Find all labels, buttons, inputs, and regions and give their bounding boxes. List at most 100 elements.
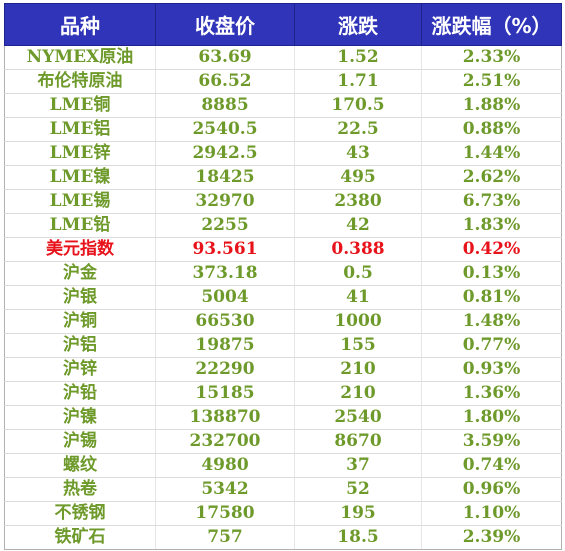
cell-close-price[interactable]: 373.18 (155, 261, 295, 286)
cell-change-pct[interactable]: 2.51% (421, 69, 562, 94)
cell-change-pct[interactable]: 0.77% (421, 333, 562, 358)
cell-product[interactable]: 螺纹 (4, 453, 156, 478)
cell-product[interactable]: 沪锌 (4, 357, 156, 382)
table-row: 不锈钢 17580 195 1.10% (4, 501, 562, 526)
cell-change-pct[interactable]: 0.81% (421, 285, 562, 310)
cell-close-price[interactable]: 15185 (155, 381, 295, 406)
cell-change-pct[interactable]: 1.48% (421, 309, 562, 334)
cell-product[interactable]: 沪镍 (4, 405, 156, 430)
cell-close-price[interactable]: 18425 (155, 165, 295, 190)
cell-change[interactable]: 22.5 (294, 117, 422, 142)
cell-close-price[interactable]: 17580 (155, 501, 295, 526)
cell-close-price[interactable]: 757 (155, 525, 295, 550)
cell-product[interactable]: LME镍 (4, 165, 156, 190)
cell-product[interactable]: 美元指数 (4, 237, 156, 262)
cell-close-price[interactable]: 5004 (155, 285, 295, 310)
cell-change[interactable]: 0.5 (294, 261, 422, 286)
table-row: 美元指数 93.561 0.388 0.42% (4, 237, 562, 262)
commodity-price-table: 品种 收盘价 涨跌 涨跌幅（%） NYMEX原油 63.69 1.52 2.33% 布伦… (4, 3, 562, 550)
cell-change[interactable]: 210 (294, 357, 422, 382)
table-row: LME铝 2540.5 22.5 0.88% (4, 117, 562, 142)
cell-change-pct[interactable]: 1.44% (421, 141, 562, 166)
cell-product[interactable]: 布伦特原油 (4, 69, 156, 94)
cell-change-pct[interactable]: 0.96% (421, 477, 562, 502)
cell-product[interactable]: LME铝 (4, 117, 156, 142)
cell-change[interactable]: 495 (294, 165, 422, 190)
cell-change[interactable]: 42 (294, 213, 422, 238)
cell-close-price[interactable]: 2942.5 (155, 141, 295, 166)
cell-change-pct[interactable]: 0.93% (421, 357, 562, 382)
cell-change-pct[interactable]: 3.59% (421, 429, 562, 454)
cell-change-pct[interactable]: 1.80% (421, 405, 562, 430)
table-row: 布伦特原油 66.52 1.71 2.51% (4, 69, 562, 94)
cell-product[interactable]: 沪铅 (4, 381, 156, 406)
cell-close-price[interactable]: 66.52 (155, 69, 295, 94)
cell-change[interactable]: 41 (294, 285, 422, 310)
cell-close-price[interactable]: 232700 (155, 429, 295, 454)
cell-change-pct[interactable]: 0.13% (421, 261, 562, 286)
cell-change-pct[interactable]: 6.73% (421, 189, 562, 214)
cell-change-pct[interactable]: 2.62% (421, 165, 562, 190)
cell-change-pct[interactable]: 1.88% (421, 93, 562, 118)
table-row: LME锌 2942.5 43 1.44% (4, 141, 562, 166)
cell-product[interactable]: 沪银 (4, 285, 156, 310)
cell-product[interactable]: 沪铝 (4, 333, 156, 358)
cell-product[interactable]: 沪金 (4, 261, 156, 286)
table-row: 螺纹 4980 37 0.74% (4, 453, 562, 478)
cell-change-pct[interactable]: 1.36% (421, 381, 562, 406)
cell-product[interactable]: LME铜 (4, 93, 156, 118)
cell-close-price[interactable]: 66530 (155, 309, 295, 334)
cell-product[interactable]: 热卷 (4, 477, 156, 502)
cell-close-price[interactable]: 22290 (155, 357, 295, 382)
cell-product[interactable]: LME锌 (4, 141, 156, 166)
cell-close-price[interactable]: 5342 (155, 477, 295, 502)
cell-change[interactable]: 8670 (294, 429, 422, 454)
cell-change[interactable]: 1000 (294, 309, 422, 334)
table-row: LME锡 32970 2380 6.73% (4, 189, 562, 214)
cell-change-pct[interactable]: 2.33% (421, 45, 562, 70)
cell-product[interactable]: NYMEX原油 (4, 45, 156, 70)
cell-close-price[interactable]: 2540.5 (155, 117, 295, 142)
header-row: 品种 收盘价 涨跌 涨跌幅（%） (4, 3, 562, 46)
cell-change-pct[interactable]: 1.10% (421, 501, 562, 526)
cell-product[interactable]: LME铅 (4, 213, 156, 238)
cell-change[interactable]: 2540 (294, 405, 422, 430)
cell-close-price[interactable]: 93.561 (155, 237, 295, 262)
cell-close-price[interactable]: 8885 (155, 93, 295, 118)
cell-change[interactable]: 52 (294, 477, 422, 502)
cell-change[interactable]: 0.388 (294, 237, 422, 262)
cell-change[interactable]: 18.5 (294, 525, 422, 550)
cell-change[interactable]: 1.52 (294, 45, 422, 70)
cell-close-price[interactable]: 32970 (155, 189, 295, 214)
table-row: NYMEX原油 63.69 1.52 2.33% (4, 45, 562, 70)
cell-close-price[interactable]: 2255 (155, 213, 295, 238)
cell-change-pct[interactable]: 0.88% (421, 117, 562, 142)
table-row: 沪铅 15185 210 1.36% (4, 381, 562, 406)
cell-change[interactable]: 37 (294, 453, 422, 478)
cell-product[interactable]: 铁矿石 (4, 525, 156, 550)
cell-change-pct[interactable]: 2.39% (421, 525, 562, 550)
cell-change[interactable]: 210 (294, 381, 422, 406)
cell-change-pct[interactable]: 0.42% (421, 237, 562, 262)
header-close-price: 收盘价 (155, 3, 295, 46)
cell-change[interactable]: 155 (294, 333, 422, 358)
cell-change[interactable]: 1.71 (294, 69, 422, 94)
cell-change-pct[interactable]: 0.74% (421, 453, 562, 478)
cell-product[interactable]: 沪铜 (4, 309, 156, 334)
cell-close-price[interactable]: 4980 (155, 453, 295, 478)
cell-change[interactable]: 170.5 (294, 93, 422, 118)
cell-product[interactable]: LME锡 (4, 189, 156, 214)
cell-close-price[interactable]: 19875 (155, 333, 295, 358)
table-row: LME镍 18425 495 2.62% (4, 165, 562, 190)
cell-product[interactable]: 不锈钢 (4, 501, 156, 526)
table-body: NYMEX原油 63.69 1.52 2.33% 布伦特原油 66.52 1.71 2.51%… (4, 45, 562, 550)
cell-product[interactable]: 沪锡 (4, 429, 156, 454)
cell-change[interactable]: 2380 (294, 189, 422, 214)
cell-close-price[interactable]: 138870 (155, 405, 295, 430)
cell-close-price[interactable]: 63.69 (155, 45, 295, 70)
cell-change[interactable]: 195 (294, 501, 422, 526)
cell-change[interactable]: 43 (294, 141, 422, 166)
cell-change-pct[interactable]: 1.83% (421, 213, 562, 238)
header-product: 品种 (4, 3, 156, 46)
header-change: 涨跌 (294, 3, 422, 46)
